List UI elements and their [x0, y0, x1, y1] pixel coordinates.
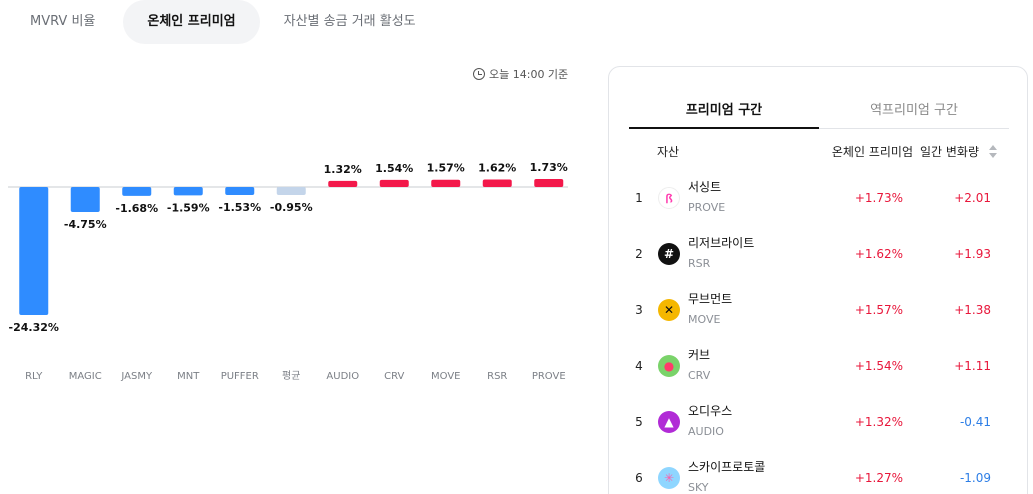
asset-premium: +1.32% — [854, 415, 903, 429]
header-daily-change[interactable]: 일간 변화량 — [919, 145, 979, 159]
premium-ranking-panel: 프리미엄 구간 역프리미엄 구간 자산 온체인 프리미엄 일간 변화량 1 ꟗ 서싱… — [608, 66, 1028, 494]
table-row[interactable]: 2 # 리저브라이트 RSR +1.62% +1.93 — [629, 226, 999, 282]
asset-daily-change: -0.41 — [959, 415, 991, 429]
x-tick-label: 평균 — [282, 370, 300, 382]
asset-name: 오디우스 — [688, 404, 733, 418]
table-row[interactable]: 1 ꟗ 서싱트 PROVE +1.73% +2.01 — [629, 170, 999, 226]
asset-symbol: AUDIO — [688, 425, 724, 438]
premium-bar-chart: -24.32% RLY -4.75% MAGIC -1.68% JASMY -1.59% MN… — [8, 161, 568, 382]
data-label: 1.57% — [427, 162, 465, 175]
x-tick-label: AUDIO — [326, 371, 359, 382]
row-rank: 5 — [635, 415, 643, 429]
tab-onchain-premium[interactable]: 온체인 프리미엄 — [123, 0, 260, 44]
bar-move — [431, 179, 461, 187]
bar-mnt — [173, 187, 203, 196]
asset-symbol: CRV — [688, 369, 711, 382]
move-icon: ✕ — [658, 299, 680, 321]
row-rank: 3 — [635, 303, 643, 317]
asset-daily-change: +1.93 — [954, 247, 991, 261]
data-label: -1.53% — [218, 201, 261, 214]
asset-symbol: PROVE — [688, 201, 726, 214]
sky-icon: ✳ — [658, 467, 680, 489]
bar-jasmy — [122, 187, 152, 196]
asset-name: 서싱트 — [688, 180, 722, 194]
asset-daily-change: +2.01 — [954, 191, 991, 205]
x-tick-label: MNT — [177, 371, 200, 382]
asset-premium: +1.57% — [854, 303, 903, 317]
asset-symbol: MOVE — [688, 313, 721, 326]
asset-name: 스카이프로토콜 — [688, 460, 766, 474]
bar-rsr — [482, 179, 512, 187]
bar-prove — [534, 179, 564, 187]
asset-daily-change: -1.09 — [959, 471, 991, 485]
asset-premium: +1.27% — [854, 471, 903, 485]
bar-puffer — [225, 187, 255, 196]
sort-icon[interactable] — [987, 143, 999, 163]
x-tick-label: MOVE — [431, 371, 460, 382]
table-row[interactable]: 6 ✳ 스카이프로토콜 SKY +1.27% -1.09 — [629, 450, 999, 494]
x-tick-label: MAGIC — [69, 371, 102, 382]
x-tick-label: RLY — [25, 371, 43, 382]
rsr-icon: # — [658, 243, 680, 265]
tab-reverse-premium-zone[interactable]: 역프리미엄 구간 — [819, 93, 1009, 129]
header-premium[interactable]: 온체인 프리미엄 — [831, 145, 913, 159]
table-row[interactable]: 4 ● 커브 CRV +1.54% +1.11 — [629, 338, 999, 394]
clock-icon — [473, 68, 485, 80]
bar-rly — [19, 187, 49, 315]
data-label: -1.68% — [115, 202, 158, 215]
bar-평균 — [276, 187, 306, 195]
data-label: -0.95% — [270, 201, 313, 214]
bar-audio — [328, 180, 358, 187]
data-label: 1.54% — [375, 162, 413, 175]
audio-icon: ▲ — [658, 411, 680, 433]
asset-name: 커브 — [688, 348, 711, 362]
tab-bar: MVRV 비율 온체인 프리미엄 자산별 송금 거래 활성도 — [0, 0, 440, 44]
row-rank: 4 — [635, 359, 643, 373]
asset-symbol: RSR — [688, 257, 711, 270]
x-tick-label: PUFFER — [221, 371, 259, 382]
data-label: 1.62% — [478, 162, 516, 175]
data-label: -1.59% — [167, 201, 210, 214]
data-label: 1.73% — [530, 161, 568, 174]
x-tick-label: PROVE — [532, 371, 566, 382]
tab-mvrv[interactable]: MVRV 비율 — [30, 14, 96, 29]
row-rank: 6 — [635, 471, 643, 485]
asset-daily-change: +1.38 — [954, 303, 991, 317]
table-header: 자산 온체인 프리미엄 일간 변화량 — [629, 137, 999, 165]
x-tick-label: RSR — [487, 371, 507, 382]
asset-premium: +1.73% — [854, 191, 903, 205]
x-tick-label: CRV — [384, 371, 404, 382]
header-asset: 자산 — [657, 145, 680, 159]
x-tick-label: JASMY — [120, 371, 153, 382]
data-label: -4.75% — [64, 218, 107, 231]
data-label: 1.32% — [324, 163, 362, 176]
timestamp-text: 오늘 14:00 기준 — [489, 68, 569, 81]
bar-magic — [70, 187, 100, 212]
asset-symbol: SKY — [688, 481, 709, 494]
asset-name: 무브먼트 — [688, 292, 733, 306]
tab-transfer-activity[interactable]: 자산별 송금 거래 활성도 — [283, 14, 416, 29]
timestamp: 오늘 14:00 기준 — [473, 66, 568, 82]
crv-icon: ● — [658, 355, 680, 377]
asset-premium: +1.62% — [854, 247, 903, 261]
panel-tabs: 프리미엄 구간 역프리미엄 구간 — [629, 93, 1009, 129]
tab-premium-zone[interactable]: 프리미엄 구간 — [629, 93, 819, 129]
row-rank: 2 — [635, 247, 643, 261]
prove-icon: ꟗ — [658, 187, 680, 209]
asset-premium: +1.54% — [854, 359, 903, 373]
data-label: -24.32% — [9, 321, 59, 334]
asset-name: 리저브라이트 — [688, 236, 755, 250]
bar-crv — [379, 179, 409, 187]
asset-daily-change: +1.11 — [954, 359, 991, 373]
table-row[interactable]: 3 ✕ 무브먼트 MOVE +1.57% +1.38 — [629, 282, 999, 338]
row-rank: 1 — [635, 191, 643, 205]
table-row[interactable]: 5 ▲ 오디우스 AUDIO +1.32% -0.41 — [629, 394, 999, 450]
